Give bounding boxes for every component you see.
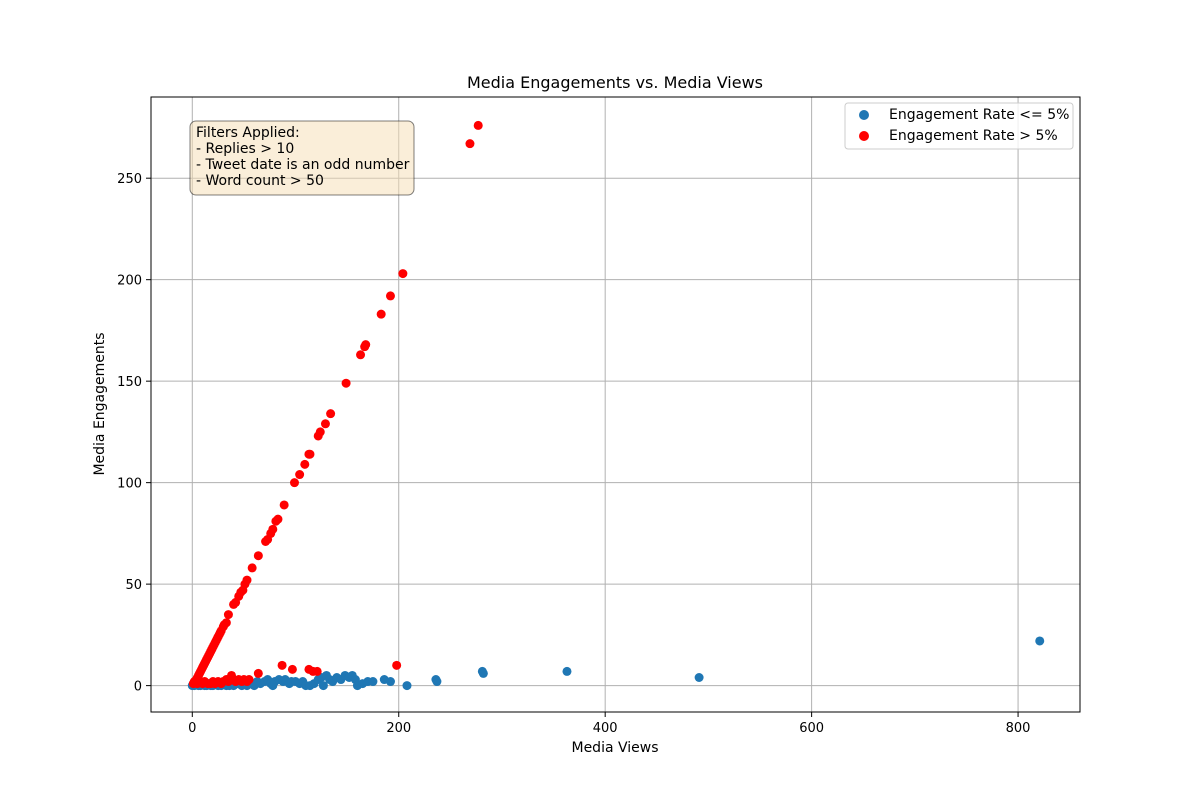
legend-marker xyxy=(859,131,869,141)
axis-ticks: 0 200 400 600 800 0 50 100 150 200 250 xyxy=(117,172,1030,736)
data-point-low-engagement xyxy=(318,681,328,691)
data-point-high-engagement xyxy=(242,575,252,585)
data-point-high-engagement xyxy=(247,563,257,573)
data-point-high-engagement xyxy=(473,120,483,130)
y-tick-label: 50 xyxy=(125,578,142,593)
data-point-high-engagement xyxy=(320,419,330,429)
x-tick-label: 200 xyxy=(386,721,411,736)
y-tick-label: 100 xyxy=(117,477,142,492)
data-point-low-engagement xyxy=(478,668,488,678)
x-tick-label: 0 xyxy=(188,721,196,736)
data-point-low-engagement xyxy=(385,677,395,687)
legend-marker xyxy=(859,110,869,120)
data-point-low-engagement xyxy=(402,681,412,691)
data-point-low-engagement xyxy=(1035,636,1045,646)
data-point-low-engagement xyxy=(432,677,442,687)
filters-annotation-background xyxy=(189,120,415,196)
legend-frame xyxy=(844,102,1074,150)
data-point-low-engagement xyxy=(368,677,378,687)
data-point-high-engagement xyxy=(253,668,263,678)
x-axis-label: Media Views xyxy=(571,740,658,756)
data-point-high-engagement xyxy=(385,291,395,301)
filters-annotation: Filters Applied: - Replies > 10 - Tweet … xyxy=(189,120,415,196)
chart-title: Media Engagements vs. Media Views xyxy=(467,73,763,92)
y-axis-label: Media Engagements xyxy=(92,332,108,475)
data-point-high-engagement xyxy=(295,470,305,480)
filters-annotation-line: - Tweet date is an odd number xyxy=(196,157,410,173)
data-point-high-engagement xyxy=(312,666,322,676)
data-point-high-engagement xyxy=(341,378,351,388)
data-point-high-engagement xyxy=(289,478,299,488)
y-tick-label: 200 xyxy=(117,274,142,289)
x-tick-label: 400 xyxy=(593,721,618,736)
legend: Engagement Rate <= 5% Engagement Rate > … xyxy=(844,102,1074,150)
data-point-low-engagement xyxy=(562,666,572,676)
data-point-high-engagement xyxy=(221,618,231,628)
data-point-high-engagement xyxy=(326,409,336,419)
x-tick-label: 800 xyxy=(1006,721,1031,736)
data-point-high-engagement xyxy=(392,660,402,670)
data-point-high-engagement xyxy=(253,551,263,561)
x-tick-label: 600 xyxy=(799,721,824,736)
data-points xyxy=(187,120,1045,691)
data-point-high-engagement xyxy=(376,309,386,319)
data-point-high-engagement xyxy=(273,514,283,524)
filters-annotation-line: Filters Applied: xyxy=(196,125,300,141)
data-point-high-engagement xyxy=(305,449,315,459)
data-point-high-engagement xyxy=(315,427,325,437)
filters-annotation-line: - Word count > 50 xyxy=(196,173,324,189)
data-point-high-engagement xyxy=(398,269,408,279)
filters-annotation-line: - Replies > 10 xyxy=(196,141,294,157)
legend-entry-label: Engagement Rate <= 5% xyxy=(889,107,1069,123)
grid-lines xyxy=(151,97,1080,712)
data-point-high-engagement xyxy=(277,660,287,670)
data-point-high-engagement xyxy=(361,340,371,350)
data-point-high-engagement xyxy=(300,459,310,469)
data-point-high-engagement xyxy=(279,500,289,510)
y-tick-label: 150 xyxy=(117,375,142,390)
y-tick-label: 0 xyxy=(134,680,142,695)
y-tick-label: 250 xyxy=(117,172,142,187)
data-point-high-engagement xyxy=(465,139,475,149)
data-point-low-engagement xyxy=(694,672,704,682)
data-point-high-engagement xyxy=(223,610,233,620)
data-point-high-engagement xyxy=(287,664,297,674)
data-point-high-engagement xyxy=(356,350,366,360)
legend-entry-label: Engagement Rate > 5% xyxy=(889,128,1058,144)
data-point-high-engagement xyxy=(244,675,254,685)
plot-area-frame xyxy=(150,96,1081,713)
data-point-high-engagement xyxy=(268,524,278,534)
